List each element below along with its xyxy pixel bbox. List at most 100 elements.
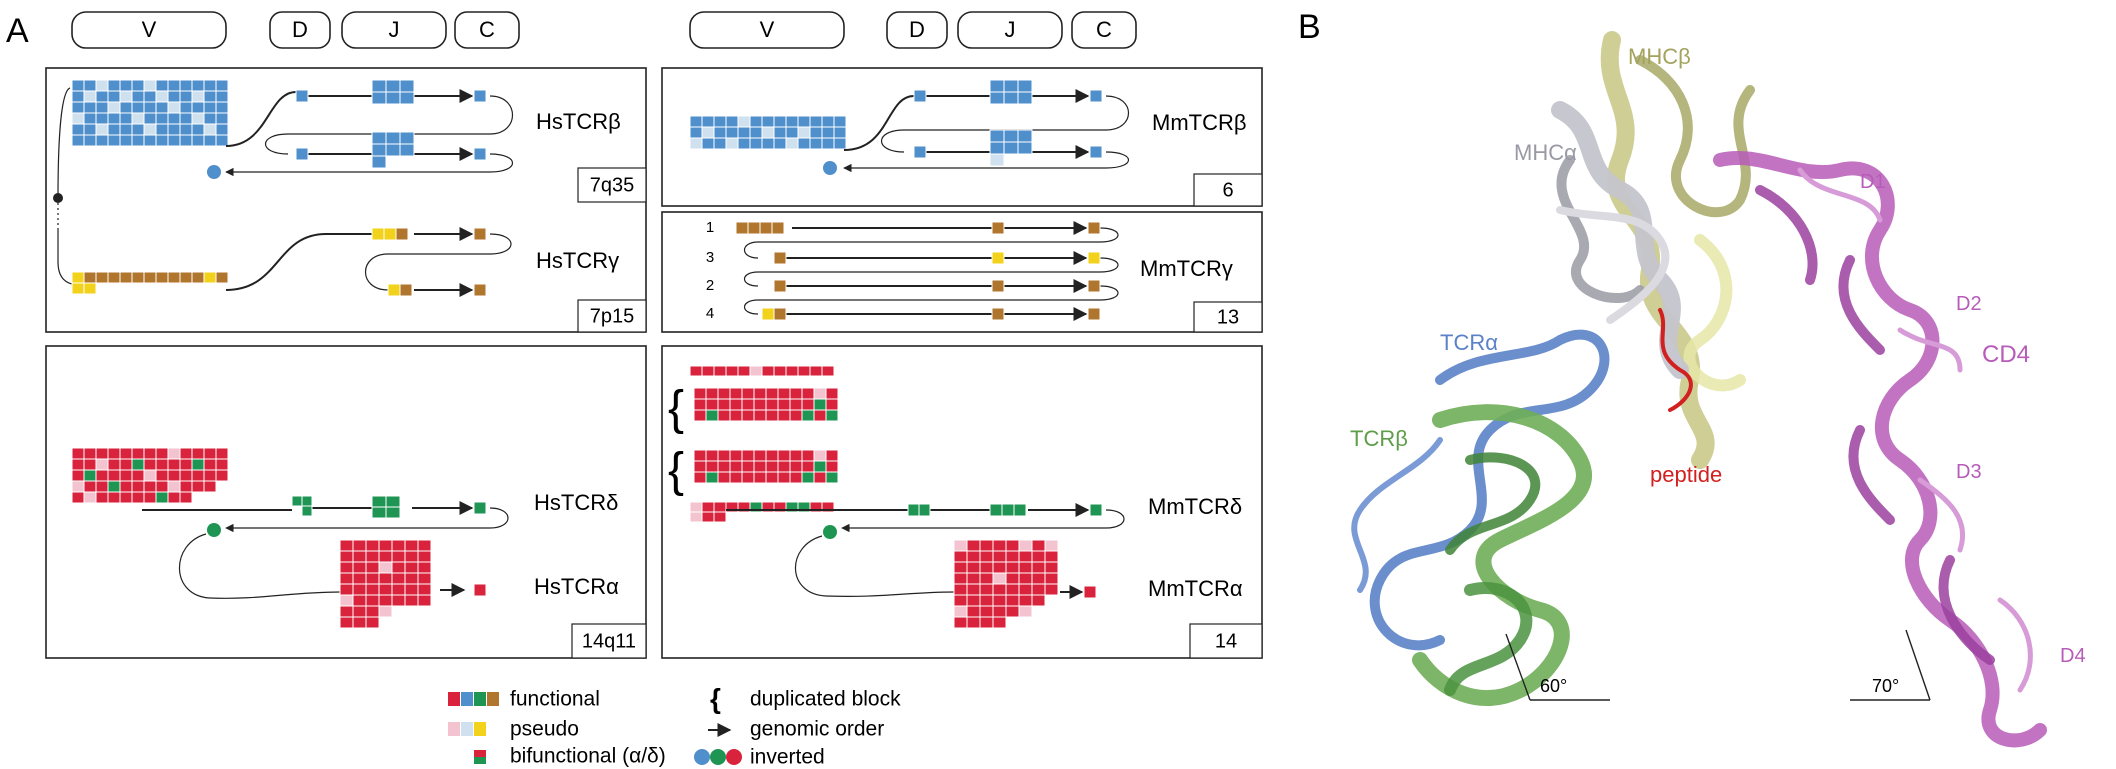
- gene-segment: [107, 123, 121, 136]
- gene-segment: [777, 449, 791, 462]
- gene-segment: [352, 572, 367, 585]
- gene-segment: [966, 616, 981, 629]
- connector: [225, 507, 509, 533]
- tcr-beta-ribbon: [1412, 404, 1592, 706]
- mm-tra-v-cluster: [689, 365, 839, 523]
- gene-segment: [737, 115, 751, 128]
- gene-segment: [713, 126, 727, 139]
- legend-swatch-yellow: [474, 722, 486, 736]
- legend-duplicated: duplicated block: [750, 688, 901, 711]
- connector: [743, 227, 1119, 259]
- hs-trg-v-cluster: [71, 271, 229, 295]
- gene-segment: [71, 469, 85, 482]
- gene-segment: [179, 123, 193, 136]
- gene-segment: [1031, 561, 1046, 574]
- gene-segment: [966, 583, 981, 596]
- gene-segment: [155, 458, 169, 471]
- gene-segment: [179, 134, 193, 147]
- gene-segment: [797, 365, 811, 377]
- gene-segment: [693, 387, 707, 400]
- gene-segment: [119, 101, 133, 114]
- gene-segment: [689, 365, 703, 377]
- gene-segment: [215, 79, 229, 92]
- gene-segment: [155, 491, 169, 504]
- label-mhc-beta: MHCβ: [1628, 44, 1691, 69]
- mm-trb-v-cluster: [689, 115, 847, 150]
- gene-segment: [989, 129, 1005, 143]
- gene-segment: [1089, 89, 1103, 103]
- gene-segment: [391, 594, 406, 607]
- gene-segment: [203, 112, 217, 125]
- gene-segment: [747, 221, 761, 235]
- mhc-beta-ribbon: [1600, 31, 1715, 469]
- gene-segment: [717, 449, 731, 462]
- gene-segment: [339, 594, 354, 607]
- gene-segment: [119, 469, 133, 482]
- gene-segment: [765, 449, 779, 462]
- gene-segment: [979, 605, 994, 618]
- gene-segment: [378, 561, 393, 574]
- gene-segment: [191, 469, 205, 482]
- gene-segment: [979, 583, 994, 596]
- gene-segment: [191, 134, 205, 147]
- connector: [178, 533, 341, 599]
- gene-segment: [729, 460, 743, 473]
- gene-segment: [1044, 561, 1059, 574]
- gene-segment: [991, 279, 1005, 293]
- gene-segment: [83, 112, 97, 125]
- gene-segment: [953, 572, 968, 585]
- gene-segment: [1013, 503, 1027, 517]
- gene-segment: [713, 365, 727, 377]
- gene-segment: [399, 131, 415, 145]
- gene-segment: [729, 409, 743, 422]
- gene-segment: [385, 506, 401, 519]
- locus-mm-trb: MmTCRβ: [1152, 110, 1247, 135]
- label-tcr-beta: TCRβ: [1350, 426, 1408, 451]
- gene-segment: [777, 387, 791, 400]
- c-segment-pill: [454, 11, 520, 49]
- gene-segment: [913, 89, 927, 103]
- gene-segment: [1005, 605, 1020, 618]
- gene-segment: [203, 123, 217, 136]
- gene-segment: [689, 501, 703, 513]
- gene-segment: [339, 583, 354, 596]
- gene-segment: [1017, 91, 1033, 105]
- gene-segment: [203, 447, 217, 460]
- legend-swatch-bifunctional-green: [474, 757, 486, 764]
- panel-b-label: B: [1298, 8, 1321, 46]
- gene-segment: [119, 491, 133, 504]
- gene-segment: [989, 79, 1005, 93]
- gene-segment: [83, 447, 97, 460]
- gene-segment: [119, 271, 133, 284]
- gene-segment: [1003, 141, 1019, 155]
- chrom-box-mm-ad: [1189, 623, 1263, 659]
- gene-segment: [83, 458, 97, 471]
- mhc-alpha-ribbon: [1551, 101, 1689, 379]
- gene-segment: [399, 91, 415, 105]
- gene-segment: [71, 447, 85, 460]
- gene-segment: [713, 511, 727, 523]
- gene-segment: [417, 594, 432, 607]
- gene-segment: [785, 137, 799, 150]
- d-segment-label: D: [909, 17, 925, 42]
- gene-segment: [417, 572, 432, 585]
- gene-segment: [339, 539, 354, 552]
- gene-segment: [143, 491, 157, 504]
- gene-segment: [765, 398, 779, 411]
- mm-trg-cluster-number: 4: [706, 305, 714, 322]
- gene-segment: [95, 469, 109, 482]
- gene-segment: [1003, 91, 1019, 105]
- mhc-alpha-sheet: [1556, 155, 1645, 303]
- label-d1: D1: [1860, 171, 1886, 193]
- gene-segment: [953, 550, 968, 563]
- gene-segment: [1031, 572, 1046, 585]
- gene-segment: [155, 123, 169, 136]
- gene-segment: [179, 112, 193, 125]
- gene-segment: [119, 112, 133, 125]
- gene-segment: [801, 409, 815, 422]
- gene-segment: [301, 505, 313, 517]
- gene-segment: [789, 471, 803, 484]
- gene-segment: [979, 616, 994, 629]
- gene-segment: [95, 134, 109, 147]
- gene-segment: [907, 503, 920, 517]
